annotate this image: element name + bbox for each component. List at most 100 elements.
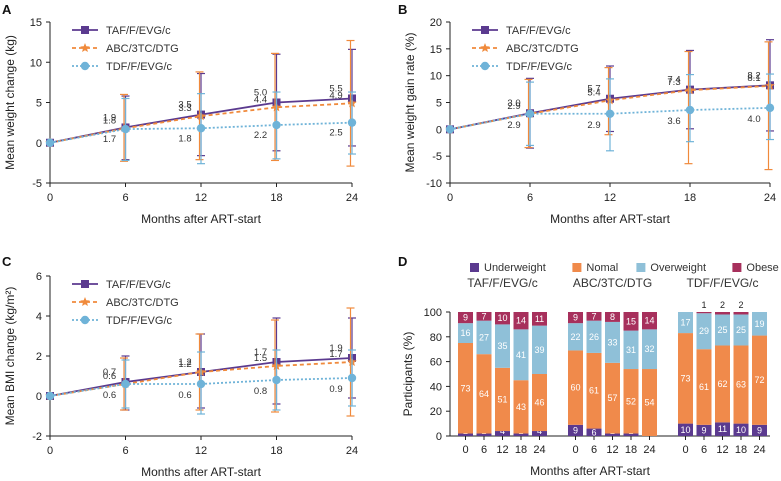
- bar-segment: [642, 312, 657, 330]
- x-tick-label: 12: [716, 444, 728, 456]
- bar-label: 14: [644, 316, 654, 326]
- bar-segment: [495, 324, 510, 368]
- x-tick-label: 24: [764, 192, 776, 204]
- data-label: 2.9: [507, 101, 520, 112]
- x-tick-label: 6: [481, 444, 487, 456]
- bar-segment: [733, 314, 749, 346]
- bar-label: 63: [736, 380, 746, 390]
- bar-segment: [495, 431, 510, 436]
- legend-label: TDF/F/EVG/c: [506, 61, 573, 73]
- legend-marker: [80, 315, 90, 325]
- bar-segment: [752, 312, 767, 336]
- bar-label: 51: [497, 394, 507, 404]
- legend-marker: [80, 43, 90, 52]
- bar-segment: [642, 369, 657, 436]
- bar-segment: [513, 312, 529, 330]
- bar-label: 62: [717, 379, 727, 389]
- data-label: 1.7: [329, 349, 342, 360]
- legend-marker: [481, 26, 489, 34]
- bar-segment: [495, 367, 510, 432]
- data-point: [685, 105, 695, 115]
- legend-label: Obese: [746, 262, 778, 274]
- bar-segment: [513, 433, 529, 436]
- legend-marker: [81, 26, 89, 34]
- bar-segment: [586, 320, 602, 353]
- panel-b: B -10 -5 0 5 10 15 20 0 6 12 18 24 Months after ART-s…: [398, 2, 776, 226]
- bar-segment: [586, 312, 602, 321]
- data-point: [121, 379, 130, 389]
- series-line: [49, 102, 353, 144]
- data-label: 1.7: [254, 347, 267, 358]
- bar-segment: [458, 312, 473, 324]
- data-label: 2.9: [507, 120, 520, 131]
- legend-swatch: [572, 263, 582, 272]
- data-label: 3.0: [507, 98, 520, 109]
- bar-segment: [605, 312, 620, 322]
- data-label: 3.3: [178, 103, 191, 114]
- bar-label: 11: [718, 424, 727, 434]
- bar-segment: [752, 424, 767, 436]
- x-tick-label: 18: [270, 192, 282, 204]
- data-point: [347, 373, 357, 383]
- data-label: 5.4: [587, 87, 600, 98]
- data-point: [347, 118, 357, 127]
- series-line: [49, 361, 353, 397]
- data-label: 3.5: [178, 100, 191, 111]
- y-tick-label: 0: [436, 124, 442, 136]
- data-point: [196, 379, 206, 389]
- y-tick-label: 0: [436, 431, 442, 443]
- bar-label: 10: [736, 425, 746, 435]
- legend-label: ABC/3TC/DTG: [506, 43, 579, 55]
- bar-segment: [696, 349, 712, 425]
- series-2: 1.7 1.8 2.2 2.5: [45, 91, 357, 165]
- bar-segment: [733, 312, 749, 315]
- y-tick-label: 5: [436, 98, 442, 110]
- x-tick-label: 12: [195, 445, 207, 457]
- data-label: 1.9: [329, 343, 342, 354]
- bar-label: 7: [481, 311, 486, 321]
- bar-segment: [715, 312, 730, 315]
- y-tick-label: 40: [430, 381, 442, 393]
- data-point: [45, 391, 55, 401]
- bar-segment: [696, 313, 712, 350]
- x-tick-label: 6: [591, 444, 597, 456]
- x-tick-label: 0: [462, 444, 468, 456]
- y-tick-label: -5: [432, 151, 442, 163]
- legend-marker: [80, 297, 90, 306]
- bar-segment: [586, 352, 602, 429]
- legend-label: TDF/F/EVG/c: [106, 61, 173, 73]
- legend-swatch: [470, 263, 479, 272]
- y-axis-title: Mean weight gain rate (%): [403, 32, 417, 172]
- bar-segment: [532, 325, 547, 374]
- y-tick-label: 20: [430, 406, 442, 418]
- legend-marker: [80, 61, 90, 71]
- data-label: 0.8: [254, 386, 267, 397]
- legend-label: ABC/3TC/DTG: [106, 43, 179, 55]
- data-point: [445, 125, 455, 134]
- data-point: [121, 124, 130, 134]
- bar-label: 35: [497, 341, 507, 351]
- bar-label: 73: [680, 373, 690, 383]
- legend-label: TAF/F/EVG/c: [506, 25, 571, 37]
- bar-group-2: TDF/F/EVG/c10731709612916116225212106325…: [678, 276, 767, 456]
- bar-segment: [476, 354, 492, 434]
- y-tick-label: 0: [36, 138, 42, 150]
- bar-label: 11: [535, 314, 544, 324]
- panel-d: D Underweight Nomal Overweight Obese02040608…: [398, 254, 779, 478]
- bar-label: 27: [479, 332, 489, 342]
- data-label: 0.7: [103, 367, 116, 378]
- data-label: 0.9: [329, 384, 342, 395]
- series-2: 0.6 0.6 0.8 0.9: [45, 349, 357, 415]
- bar-segment: [623, 330, 639, 370]
- data-label: 0.6: [103, 390, 116, 401]
- x-tick-label: 18: [515, 444, 527, 456]
- x-tick-label: 12: [604, 192, 616, 204]
- data-point: [765, 103, 775, 113]
- x-axis-title: Months after ART-start: [550, 212, 670, 226]
- bar-segment: [715, 314, 730, 346]
- bar-segment: [532, 374, 547, 432]
- bar-segment: [733, 345, 749, 424]
- x-tick-label: 18: [625, 444, 637, 456]
- x-axis-title: Months after ART-start: [530, 464, 650, 478]
- legend-label: TAF/F/EVG/c: [106, 279, 171, 291]
